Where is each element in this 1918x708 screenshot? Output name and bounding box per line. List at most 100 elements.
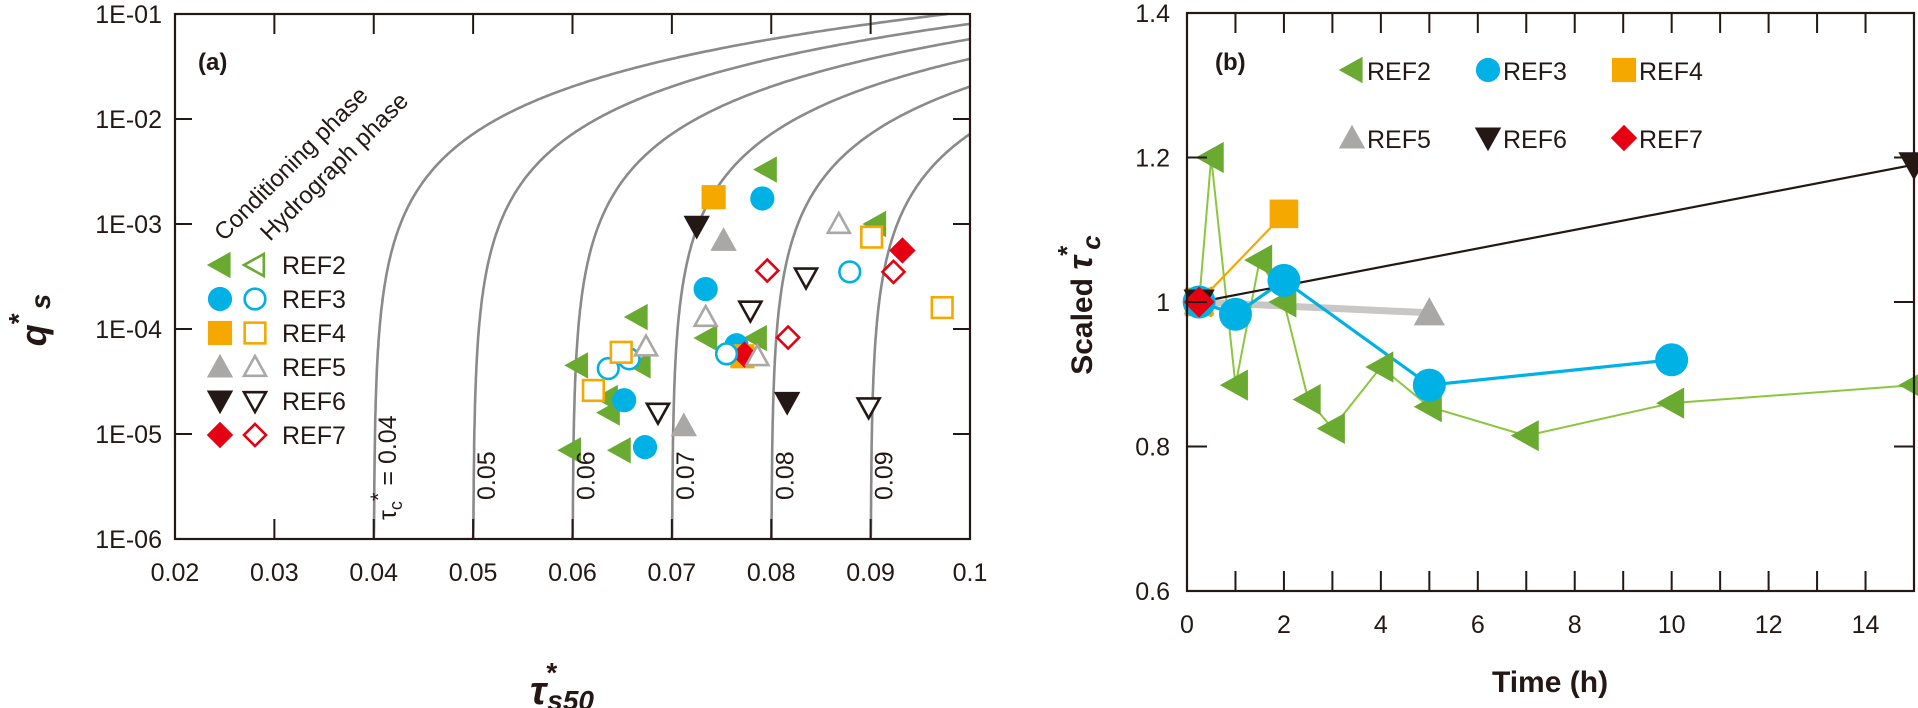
a-point-ref2-conditioning xyxy=(564,352,589,379)
a-panel-label: (a) xyxy=(198,49,227,76)
a-threshold-curve xyxy=(869,132,971,540)
a-legend-label: REF6 xyxy=(282,388,346,416)
a-legend-marker-filled xyxy=(206,390,234,415)
a-legend-marker-filled xyxy=(207,320,233,346)
b-point-ref3 xyxy=(1267,263,1301,297)
b-legend-label: REF5 xyxy=(1367,126,1431,154)
a-curve-label: 0.08 xyxy=(771,451,799,500)
b-y-tick-label: 0.6 xyxy=(1135,578,1170,606)
b-point-ref2 xyxy=(1316,412,1345,445)
a-threshold-curve xyxy=(372,12,948,540)
a-y-tick-label: 1E-05 xyxy=(95,421,162,449)
a-x-tick-label: 0.07 xyxy=(648,559,697,587)
a-curve-label: 0.09 xyxy=(871,451,899,500)
a-x-tick-label: 0.1 xyxy=(953,559,988,587)
a-curve-label: 0.05 xyxy=(473,451,501,500)
a-legend-marker-open xyxy=(241,390,269,415)
a-legend: REF2 REF3 REF4 REF5 REF6 REF7 xyxy=(206,251,346,450)
b-point-ref3 xyxy=(1655,343,1689,377)
a-point-ref5-hydrograph xyxy=(692,303,719,328)
b-legend-label: REF6 xyxy=(1503,126,1567,154)
a-point-ref6-hydrograph xyxy=(855,397,882,421)
a-legend-marker-filled xyxy=(206,251,231,279)
a-point-ref5-hydrograph xyxy=(744,342,771,367)
b-x-tick-label: 0 xyxy=(1180,611,1194,639)
b-y-tick-label: 1.4 xyxy=(1135,0,1170,28)
a-data-points xyxy=(557,156,954,464)
a-y-tick-label: 1E-02 xyxy=(95,106,162,134)
b-legend: REF2 REF3 REF4 REF5 REF6 REF7 xyxy=(1338,56,1703,154)
a-point-ref4-conditioning xyxy=(701,185,726,210)
a-legend-label: REF7 xyxy=(282,422,346,450)
a-x-tick-label: 0.05 xyxy=(449,559,498,587)
a-y-tick-label: 1E-04 xyxy=(95,316,162,344)
b-point-ref4 xyxy=(1269,199,1299,229)
a-x-tick-label: 0.09 xyxy=(846,559,895,587)
a-point-ref5-hydrograph xyxy=(632,332,660,357)
a-y-tick-label: 1E-06 xyxy=(95,526,162,554)
a-point-ref2-conditioning xyxy=(743,324,767,352)
a-point-ref2-conditioning xyxy=(753,156,777,183)
b-point-ref5 xyxy=(1413,297,1445,326)
b-x-tick-label: 6 xyxy=(1471,611,1485,639)
b-line-ref3 xyxy=(1198,278,1672,387)
a-legend-label: REF4 xyxy=(282,320,346,348)
b-y-tick-label: 0.8 xyxy=(1135,434,1170,462)
a-point-ref3-conditioning xyxy=(693,276,718,302)
a-x-tick-label: 0.02 xyxy=(151,559,200,587)
b-line-ref6 xyxy=(1198,163,1915,304)
a-point-ref5-conditioning xyxy=(710,227,737,251)
a-legend-marker-open xyxy=(241,251,266,279)
a-point-ref5-hydrograph xyxy=(825,210,853,235)
a-point-ref7-hydrograph xyxy=(880,259,907,285)
b-x-tick-label: 10 xyxy=(1658,611,1686,639)
a-legend-label: REF3 xyxy=(282,286,346,314)
a-curve-label: 0.06 xyxy=(573,451,601,500)
b-point-ref3 xyxy=(1412,368,1446,402)
a-curve-label: 0.07 xyxy=(672,451,700,500)
a-legend-marker-filled xyxy=(206,353,234,378)
b-legend-marker xyxy=(1338,124,1366,149)
a-threshold-curves xyxy=(372,12,971,540)
a-x-tick-label: 0.04 xyxy=(349,559,398,587)
a-point-ref7-hydrograph xyxy=(754,257,781,284)
a-point-ref2-conditioning xyxy=(693,324,718,352)
a-legend-marker-open xyxy=(243,287,267,311)
b-legend-marker xyxy=(1338,56,1363,84)
a-legend-marker-open xyxy=(241,353,269,378)
b-x-axis-title: Time (h) xyxy=(1492,666,1608,699)
panel-a: 0.02 0.03 0.04 0.05 0.06 0.07 0.08 0.09 0.1 1E-06… xyxy=(3,1,987,708)
a-point-ref4-hydrograph xyxy=(609,340,633,364)
a-point-ref2-conditioning xyxy=(607,437,631,464)
a-point-ref3-hydrograph xyxy=(838,260,862,284)
a-point-ref6-hydrograph xyxy=(792,267,820,292)
b-legend-marker xyxy=(1475,57,1501,83)
b-point-ref2 xyxy=(1510,420,1539,452)
b-point-ref3 xyxy=(1218,297,1252,331)
a-point-ref7-hydrograph xyxy=(775,324,801,351)
a-curve-label: τc* = 0.04 xyxy=(366,415,406,520)
b-point-ref2 xyxy=(1244,244,1273,276)
a-y-tick-label: 1E-01 xyxy=(95,1,162,29)
a-point-ref6-hydrograph xyxy=(644,402,672,427)
a-point-ref2-conditioning xyxy=(626,352,651,379)
b-legend-label: REF2 xyxy=(1367,58,1431,86)
b-x-tick-label: 12 xyxy=(1755,611,1783,639)
a-ticks: 0.02 0.03 0.04 0.05 0.06 0.07 0.08 0.09 0.1 1E-06… xyxy=(95,1,987,587)
panel-b: 0 2 4 6 8 10 12 140.60.811.21.4 (b) REF2 REF3 REF… xyxy=(1052,0,1918,699)
b-legend-marker xyxy=(1610,124,1638,152)
a-legend-label: REF2 xyxy=(282,252,346,280)
a-point-ref5-conditioning xyxy=(670,412,697,437)
a-legend-label: REF5 xyxy=(282,354,346,382)
a-x-tick-label: 0.06 xyxy=(548,559,597,587)
b-y-tick-label: 1 xyxy=(1156,289,1170,317)
a-y-axis-title: q*s xyxy=(3,294,56,346)
b-x-tick-label: 4 xyxy=(1374,611,1388,639)
b-panel-label: (b) xyxy=(1215,49,1246,76)
b-y-tick-label: 1.2 xyxy=(1135,145,1170,173)
a-legend-marker-open xyxy=(242,422,268,448)
b-y-axis-title: Scaled τ*c xyxy=(1052,235,1106,375)
a-point-ref3-hydrograph xyxy=(714,342,739,366)
a-point-ref6-hydrograph xyxy=(737,300,764,325)
